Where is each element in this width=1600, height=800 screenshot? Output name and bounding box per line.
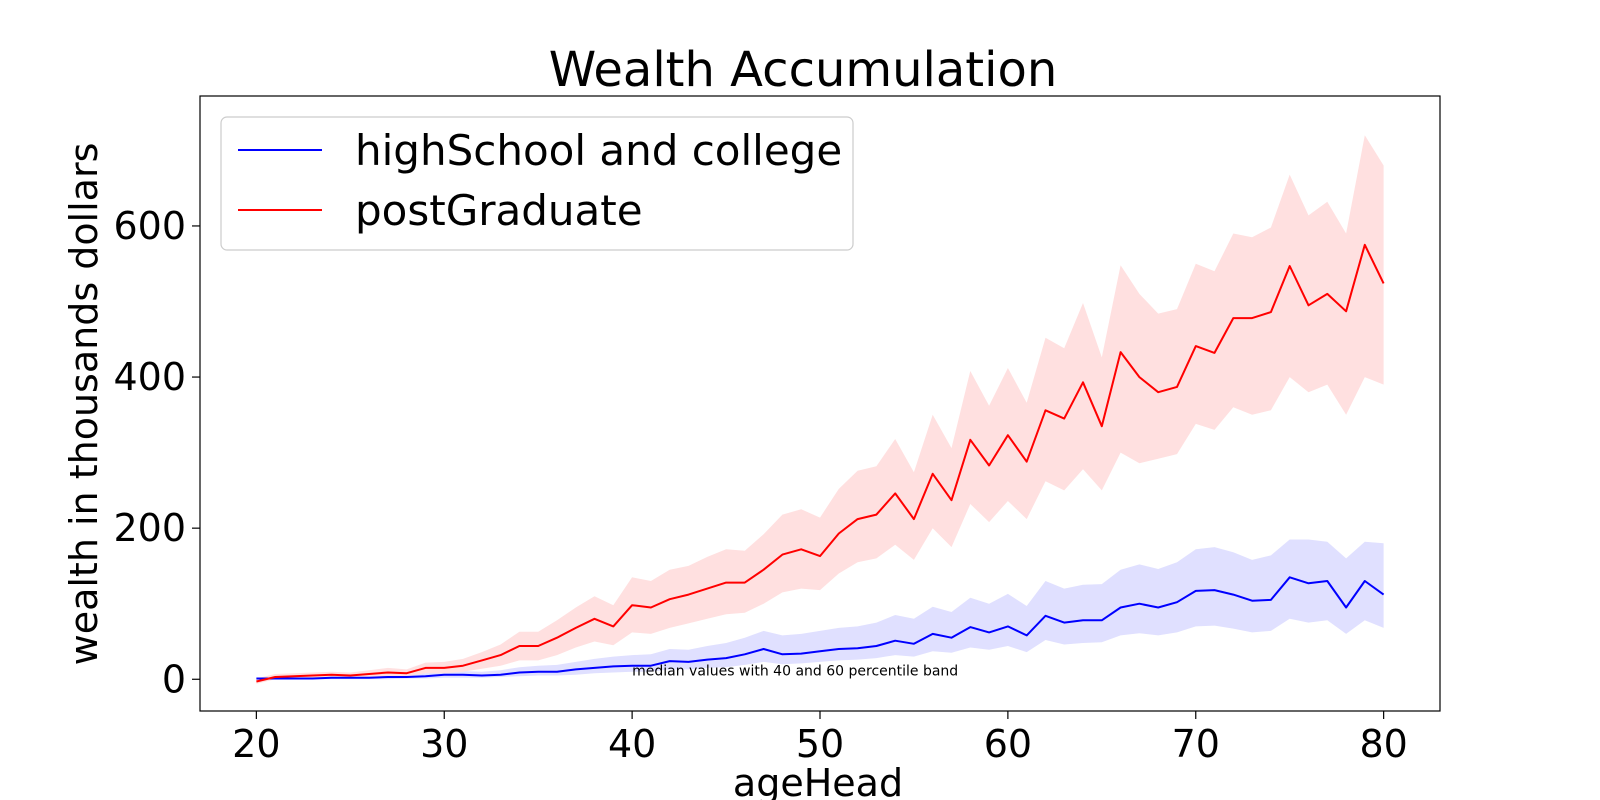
- y-tick-label: 600: [113, 204, 186, 248]
- x-axis-label: ageHead: [733, 761, 903, 800]
- legend: highSchool and college postGraduate: [220, 116, 854, 251]
- band-series-1: [256, 135, 1384, 684]
- annotation-text: median values with 40 and 60 percentile …: [632, 663, 958, 679]
- x-tick-label: 70: [1172, 722, 1220, 766]
- x-tick-label: 60: [984, 722, 1032, 766]
- x-tick-label: 40: [608, 722, 656, 766]
- legend-box: [220, 116, 854, 251]
- y-axis: 0 200 400 600: [113, 204, 200, 701]
- x-tick-label: 50: [796, 722, 844, 766]
- x-tick-label: 80: [1359, 722, 1407, 766]
- y-tick-label: 400: [113, 355, 186, 399]
- y-tick-label: 200: [113, 506, 186, 550]
- series-lines: [256, 243, 1385, 683]
- x-axis: 20 30 40 50 60 70 80: [232, 711, 1408, 766]
- y-tick-label: 0: [162, 657, 186, 701]
- legend-label-high-school: highSchool and college: [355, 126, 842, 175]
- chart-title: Wealth Accumulation: [549, 42, 1058, 98]
- line-series-0: [256, 576, 1385, 680]
- x-tick-label: 20: [232, 722, 280, 766]
- y-axis-label: wealth in thousands dollars: [62, 143, 106, 666]
- x-tick-label: 30: [420, 722, 468, 766]
- line-series-1: [256, 243, 1385, 683]
- legend-label-post-graduate: postGraduate: [355, 186, 643, 235]
